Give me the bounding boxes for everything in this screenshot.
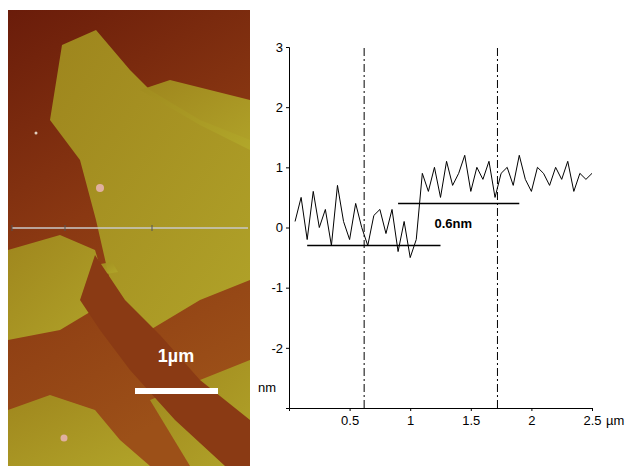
trench <box>80 255 250 466</box>
x-tick-label: 1.5 <box>462 413 480 428</box>
x-tick: 2.5 <box>583 408 601 428</box>
profile-line <box>12 227 248 229</box>
annotation: 0.6nm <box>433 216 473 231</box>
x-tick: 1 <box>407 408 414 428</box>
afm-background <box>8 10 250 466</box>
annotation-label: 0.6nm <box>434 216 472 231</box>
scale-bar-label: 1µm <box>158 346 194 366</box>
y-tick-label: -2 <box>271 340 283 355</box>
y-tick: -2 <box>271 340 289 355</box>
x-tick-mark <box>592 408 593 411</box>
figure: 1µm -2 -1 0 1 2 3 0.5 1 1.5 2 2.5 nm µm 0.6nm <box>0 0 632 468</box>
flake <box>8 395 150 466</box>
y-axis-title: nm <box>258 380 276 395</box>
y-tick-mark <box>286 228 289 229</box>
flake <box>140 80 250 150</box>
y-axis: -2 -1 0 1 2 3 <box>271 40 289 409</box>
cursor-line <box>497 47 498 408</box>
x-tick-label: 2.5 <box>583 413 601 428</box>
y-tick-mark <box>286 348 289 349</box>
profile-marker <box>65 225 66 231</box>
x-tick: 1.5 <box>462 408 480 428</box>
y-tick: 3 <box>276 40 289 55</box>
y-tick-mark <box>286 167 289 168</box>
particle <box>35 132 38 135</box>
x-tick-mark <box>350 408 351 411</box>
x-axis-title: µm <box>606 413 624 428</box>
profile <box>295 155 592 257</box>
x-tick-label: 1 <box>407 413 414 428</box>
plot-area <box>295 47 592 408</box>
x-tick-label: 0.5 <box>341 413 359 428</box>
level-line <box>307 245 440 247</box>
y-tick: 1 <box>276 160 289 175</box>
afm-image <box>8 10 250 466</box>
x-axis-line <box>290 409 593 412</box>
level-line <box>398 203 519 205</box>
x-axis: 0.5 1 1.5 2 2.5 <box>290 408 602 428</box>
x-tick-mark <box>531 408 532 411</box>
y-tick: 0 <box>276 220 289 235</box>
y-tick: -1 <box>271 280 289 295</box>
particle <box>61 435 68 442</box>
particle <box>96 184 104 192</box>
x-tick-mark <box>410 408 411 411</box>
x-tick-label: 2 <box>528 413 535 428</box>
x-tick: 2 <box>528 408 535 428</box>
scale-bar <box>135 388 218 394</box>
cursor-line <box>364 47 365 408</box>
profile-marker <box>12 225 13 231</box>
y-axis-line <box>286 48 290 409</box>
profile-marker <box>152 225 153 231</box>
y-tick-mark <box>286 47 289 48</box>
annotation-background <box>433 216 473 231</box>
y-tick: 2 <box>276 100 289 115</box>
y-tick-label: -1 <box>271 280 283 295</box>
y-tick-mark <box>286 107 289 108</box>
y-tick-label: 3 <box>276 40 283 55</box>
y-tick-label: 1 <box>276 160 283 175</box>
x-tick-mark <box>471 408 472 411</box>
x-tick: 0.5 <box>341 408 359 428</box>
y-tick-label: 0 <box>276 220 283 235</box>
y-tick-mark <box>286 288 289 289</box>
y-tick-label: 2 <box>276 100 283 115</box>
